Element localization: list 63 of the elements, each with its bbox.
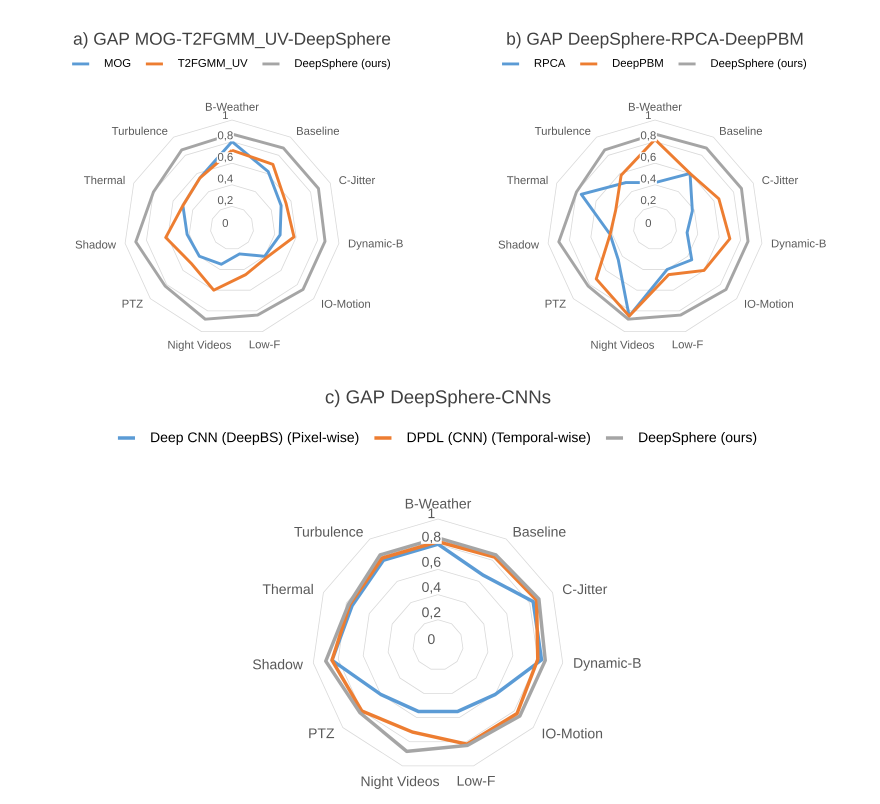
spoke-label: IO-Motion (744, 300, 793, 308)
y-tick-label: 0 (222, 219, 228, 228)
legend-label: DeepSphere (ours) (639, 432, 756, 445)
spoke-label: C-Jitter (762, 176, 798, 184)
spoke-label: Shadow (76, 240, 116, 249)
spoke-label: C-Jitter (339, 176, 376, 184)
legend-label: DeepSphere (ours) (295, 58, 390, 70)
spoke-label: Turbulence (294, 526, 363, 537)
y-tick-label: 0,8 (218, 131, 233, 141)
y-tick-label: 1 (646, 111, 651, 120)
y-tick-label: 0,6 (640, 152, 656, 162)
legend-label: RPCA (534, 58, 566, 67)
spoke-label: IO-Motion (322, 300, 370, 308)
chart-title: b) GAP DeepSphere-RPCA-DeepPBM (507, 32, 802, 48)
spoke-label: Thermal (262, 584, 313, 594)
spoke-label: Thermal (84, 176, 125, 184)
y-tick-label: 1 (223, 111, 228, 120)
y-tick-label: 1 (428, 508, 435, 518)
spoke-label: Dynamic-B (574, 658, 641, 671)
spoke-label: PTZ (122, 300, 143, 308)
y-tick-label: 0,8 (422, 532, 440, 544)
spoke-label: Turbulence (534, 126, 590, 135)
spoke-label: Thermal (506, 176, 548, 184)
legend-label: DPDL (CNN) (Temporal-wise) (408, 432, 590, 445)
spoke-label: Shadow (252, 659, 303, 670)
spoke-label: IO-Motion (542, 728, 602, 738)
y-tick-label: 0 (428, 634, 435, 644)
spoke-label: PTZ (309, 728, 334, 738)
y-tick-label: 0,2 (422, 607, 440, 619)
spoke-label: B-Weather (628, 102, 682, 111)
legend-label: T2FGMM_UV (178, 58, 248, 70)
y-tick-label: 0,4 (640, 174, 656, 184)
spoke-label: Night Videos (362, 776, 440, 790)
legend-label: Deep CNN (DeepBS) (Pixel-wise) (151, 432, 358, 445)
y-tick-label: 0 (646, 219, 652, 228)
spoke-label: Baseline (297, 126, 340, 135)
y-tick-label: 0,2 (640, 196, 656, 206)
y-tick-label: 0,6 (422, 556, 440, 568)
spoke-label: Dynamic-B (348, 239, 403, 250)
y-tick-label: 0,4 (422, 582, 441, 594)
y-tick-label: 0,8 (640, 131, 656, 141)
spoke-label: C-Jitter (562, 584, 608, 594)
spoke-label: Night Videos (591, 340, 654, 352)
spoke-label: Low-F (458, 776, 495, 786)
spoke-label: Baseline (514, 526, 566, 537)
chart-title: c) GAP DeepSphere-CNNs (326, 390, 550, 408)
chart-title: a) GAP MOG-T2FGMM_UV-DeepSphere (74, 32, 390, 48)
legend-label: MOG (104, 58, 130, 67)
spoke-label: B-Weather (406, 498, 472, 509)
spoke-label: Baseline (720, 126, 762, 135)
y-tick-label: 0,2 (218, 196, 233, 206)
spoke-label: PTZ (546, 300, 566, 308)
spoke-label: B-Weather (206, 102, 259, 111)
spoke-label: Low-F (250, 340, 280, 348)
spoke-label: Low-F (672, 340, 703, 348)
spoke-label: Shadow (498, 240, 540, 249)
y-tick-label: 0,4 (218, 174, 233, 184)
spoke-label: Turbulence (112, 126, 168, 135)
legend-label: DeepPBM (612, 59, 663, 70)
legend-label: DeepSphere (ours) (711, 58, 806, 70)
y-tick-label: 0,6 (218, 152, 233, 162)
spoke-label: Night Videos (168, 340, 232, 352)
spoke-label: Dynamic-B (772, 239, 826, 250)
